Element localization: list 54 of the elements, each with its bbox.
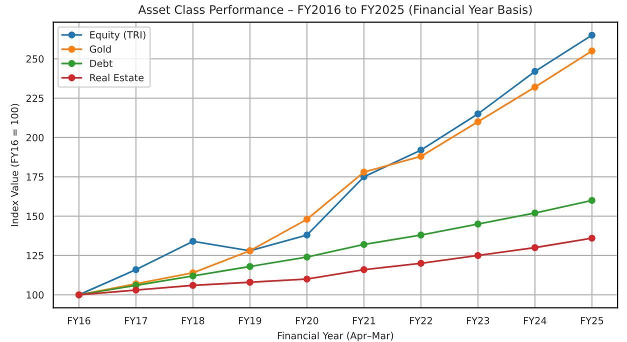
x-tick-label: FY16 <box>68 317 90 324</box>
x-tick-label: FY24 <box>524 317 546 324</box>
y-tick-label: 200 <box>26 134 44 142</box>
point <box>360 266 368 274</box>
y-tick-label: 100 <box>26 291 44 299</box>
point <box>531 244 538 252</box>
x-tick-label: FY21 <box>352 317 375 324</box>
point <box>531 84 538 91</box>
point <box>588 47 596 54</box>
x-tick-label: FY22 <box>410 317 432 324</box>
y-axis-title: Index Value (FY16 = 100) <box>10 104 20 226</box>
y-tick-label: 175 <box>26 173 44 181</box>
point <box>132 266 140 274</box>
point <box>189 272 196 280</box>
point <box>246 263 254 270</box>
y-tick-label: 150 <box>26 212 44 220</box>
point <box>360 241 368 248</box>
point <box>474 220 482 228</box>
point <box>189 238 196 245</box>
point <box>588 32 596 39</box>
point <box>189 282 196 289</box>
point <box>531 68 538 75</box>
point <box>303 254 310 261</box>
y-tick-label: 225 <box>26 94 44 102</box>
legend-label: Gold <box>90 45 111 53</box>
x-tick-label: FY20 <box>296 317 318 324</box>
point <box>417 146 424 154</box>
point <box>246 278 254 286</box>
legend-label: Debt <box>90 60 112 68</box>
point <box>588 196 596 204</box>
x-tick-label: FY18 <box>182 317 204 324</box>
point <box>303 232 310 239</box>
point <box>303 216 310 223</box>
point <box>531 210 538 216</box>
point <box>474 118 482 126</box>
point <box>132 286 140 294</box>
x-tick-label: FY17 <box>124 317 148 324</box>
point <box>417 152 424 160</box>
x-tick-label: FY19 <box>238 317 262 324</box>
x-tick-label: FY25 <box>580 317 604 324</box>
point <box>474 252 482 259</box>
point <box>417 260 424 267</box>
chart-title: Asset Class Performance – FY2016 to FY2025 (Financial Year Basis) <box>138 4 532 16</box>
y-tick-label: 125 <box>26 252 44 260</box>
legend-label: Real Estate <box>90 74 144 82</box>
point <box>360 168 368 176</box>
point <box>303 276 310 283</box>
legend-label: Equity (TRI) <box>90 30 146 40</box>
point <box>588 234 596 242</box>
x-tick-label: FY23 <box>466 317 490 324</box>
x-axis-title: Financial Year (Apr–Mar) <box>278 332 394 342</box>
point <box>417 232 424 239</box>
y-tick-label: 250 <box>26 55 44 63</box>
point <box>474 110 482 118</box>
